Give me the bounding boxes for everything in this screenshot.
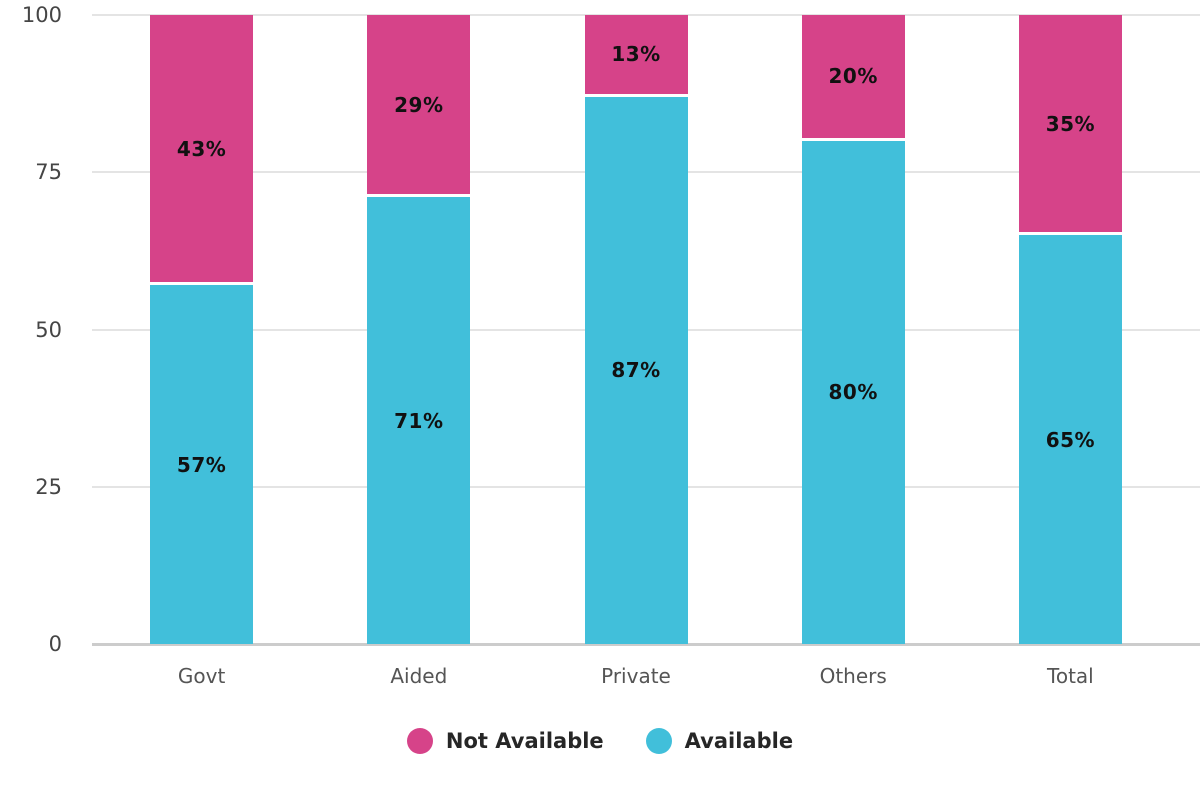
bar-total: 35% 65% xyxy=(1018,15,1122,644)
bar-segment-aided-available[interactable]: 71% xyxy=(367,197,471,644)
bar-aided: 29% 71% xyxy=(367,15,471,644)
x-axis-line xyxy=(92,643,1200,646)
bar-segment-private-not-available[interactable]: 13% xyxy=(584,15,688,97)
bar-segment-total-not-available[interactable]: 35% xyxy=(1018,15,1122,236)
legend-item-not-available[interactable]: Not Available xyxy=(406,728,604,754)
data-label: 80% xyxy=(828,380,878,405)
x-axis-label-others: Others xyxy=(819,664,887,688)
data-label: 57% xyxy=(176,452,227,477)
bar-segment-others-available[interactable]: 80% xyxy=(801,140,905,644)
data-label: 65% xyxy=(1045,427,1096,452)
data-label: 20% xyxy=(828,64,878,89)
x-axis-label-govt: Govt xyxy=(177,664,226,688)
x-axis-label-total: Total xyxy=(1047,664,1094,688)
data-label: 29% xyxy=(394,92,444,117)
bar-segment-aided-not-available[interactable]: 29% xyxy=(367,15,471,198)
data-label: 71% xyxy=(394,408,444,433)
legend-label: Available xyxy=(684,729,794,753)
not-available-legend-dot-icon xyxy=(406,728,433,754)
bar-segment-private-available[interactable]: 87% xyxy=(584,96,688,644)
y-axis-tick-label: 0 xyxy=(48,632,62,656)
plot-area: 43% 57% 29% 71% 13% 87% 20% 80% 35% 65% xyxy=(93,15,1179,644)
data-label: 13% xyxy=(611,42,661,67)
bar-segment-others-not-available[interactable]: 20% xyxy=(801,15,905,141)
available-legend-dot-icon xyxy=(645,728,672,754)
bar-segment-govt-available[interactable]: 57% xyxy=(150,285,254,644)
x-axis-label-private: Private xyxy=(601,664,671,688)
y-axis-tick-label: 50 xyxy=(35,317,62,342)
data-label: 35% xyxy=(1045,111,1096,136)
legend-label: Not Available xyxy=(445,729,604,753)
chart-legend: Not Available Available xyxy=(0,722,1200,760)
data-label: 87% xyxy=(611,358,661,383)
y-axis-tick-label: 25 xyxy=(35,474,62,499)
bar-others: 20% 80% xyxy=(801,15,905,644)
bar-segment-govt-not-available[interactable]: 43% xyxy=(150,15,254,286)
y-axis-tick-label: 100 xyxy=(21,3,62,27)
bar-segment-total-available[interactable]: 65% xyxy=(1018,235,1122,644)
bar-govt: 43% 57% xyxy=(150,15,254,644)
y-axis-tick-label: 75 xyxy=(35,160,62,185)
data-label: 43% xyxy=(176,136,227,161)
x-axis-label-aided: Aided xyxy=(390,664,448,688)
legend-item-available[interactable]: Available xyxy=(645,728,794,754)
bar-private: 13% 87% xyxy=(584,15,688,644)
